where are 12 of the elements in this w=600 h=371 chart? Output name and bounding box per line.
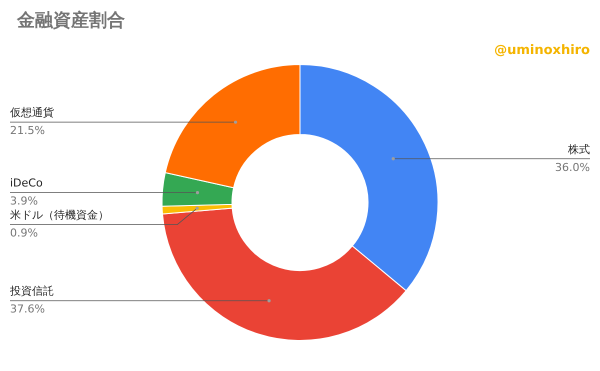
text: @uminoxhiro bbox=[494, 43, 590, 58]
slice-label: 米ドル（待機資金） bbox=[10, 208, 109, 222]
data-label: 21.5% bbox=[10, 124, 45, 138]
data-label: 3.9% bbox=[10, 194, 38, 208]
data-label: 37.6% bbox=[10, 302, 45, 316]
slice-label: iDeCo bbox=[10, 176, 43, 190]
slice-label: 株式 bbox=[567, 142, 590, 156]
slice-label: 投資信託 bbox=[9, 284, 54, 298]
chart-title: 金融資産割合 bbox=[16, 10, 125, 31]
data-label: 36.0% bbox=[555, 160, 590, 174]
data-label: 0.9% bbox=[10, 226, 38, 240]
slice-label: 仮想通貨 bbox=[10, 106, 54, 120]
